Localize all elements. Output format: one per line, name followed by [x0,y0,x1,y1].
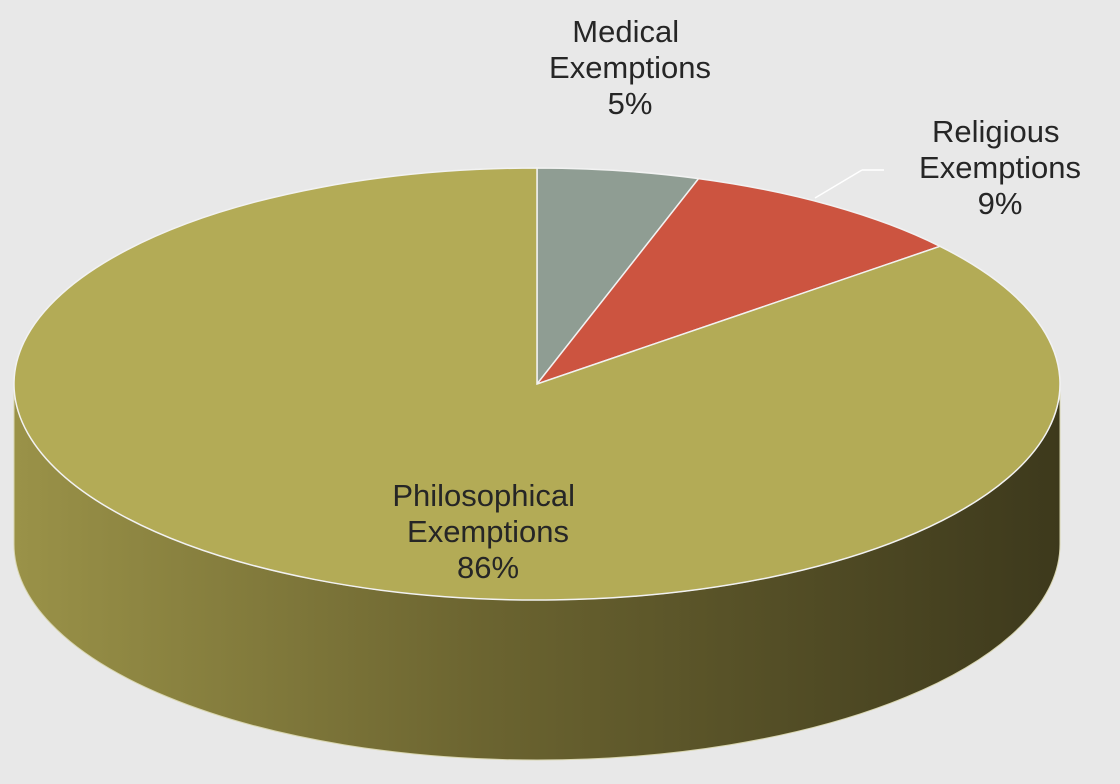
pie-slice [13,167,1061,601]
pie-slice [534,177,942,386]
value-label: 5% [608,86,653,121]
value-label: 9% [978,186,1023,221]
leader-line [814,169,863,199]
slice-label: Religious Exemptions [919,114,1081,185]
slice-label: Medical Exemptions [549,14,711,85]
pie-slice [536,167,701,387]
slice-label: Philosophical Exemptions [392,478,583,549]
value-label: 86% [457,550,519,585]
